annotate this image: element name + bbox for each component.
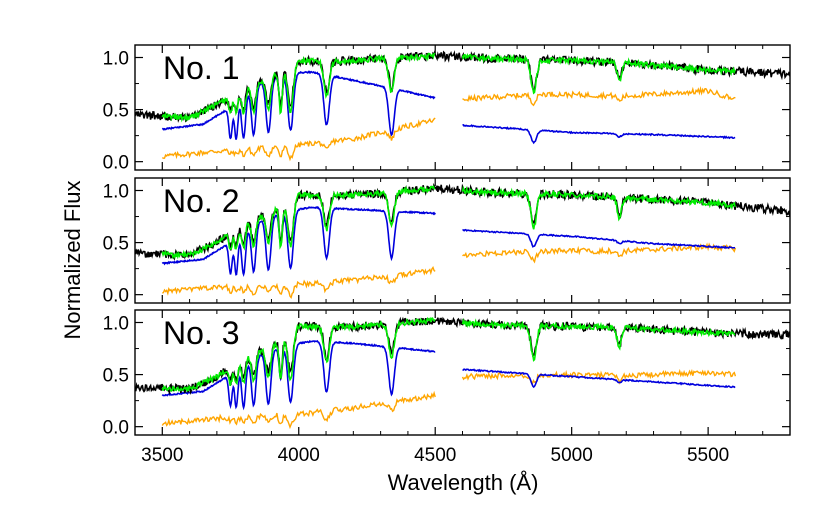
x-tick-label: 5000 — [551, 445, 593, 466]
y-tick-label: 0.5 — [103, 366, 129, 387]
old-population-line — [161, 368, 737, 430]
model-fit-line — [161, 52, 736, 123]
young-population-line — [161, 205, 736, 278]
y-tick-label: 0.0 — [103, 153, 129, 174]
spectrum-panel: 0.0 0.5 1.0 No. 1 — [103, 44, 791, 174]
model-fit-line — [161, 316, 736, 393]
panel-label: No. 2 — [163, 183, 239, 219]
x-tick-label: 3500 — [141, 445, 183, 466]
panel-plot-area — [135, 49, 790, 162]
panel-label: No. 1 — [163, 50, 239, 86]
y-tick-label: 0.5 — [103, 234, 129, 255]
panel-plot-area — [135, 316, 790, 430]
y-tick-label: 0.0 — [103, 286, 129, 307]
y-tick-label: 0.5 — [103, 101, 129, 122]
model-fit-line — [161, 184, 736, 260]
old-population-line — [162, 242, 737, 299]
x-tick-label: 4500 — [414, 445, 456, 466]
y-axis-label: Normalized Flux — [60, 181, 85, 340]
y-tick-label: 1.0 — [103, 49, 129, 70]
x-tick-labels: 3500 4000 4500 5000 5500 — [141, 445, 729, 466]
panel-plot-area — [135, 182, 790, 299]
y-tick-label: 0.0 — [103, 418, 129, 439]
spectrum-panel: 0.0 0.5 1.0 No. 2 — [103, 177, 791, 307]
panel-label: No. 3 — [163, 315, 239, 351]
y-tick-label: 1.0 — [103, 314, 129, 335]
young-population-line — [161, 70, 736, 145]
x-axis-label: Wavelength (Å) — [388, 470, 539, 495]
old-population-line — [161, 86, 736, 162]
young-population-line — [161, 339, 736, 411]
x-tick-label: 5500 — [687, 445, 729, 466]
y-tick-label: 1.0 — [103, 182, 129, 203]
spectrum-panel: 0.0 0.5 1.0 No. 3 — [103, 309, 791, 439]
x-tick-label: 4000 — [278, 445, 320, 466]
panels-layer: 0.0 0.5 1.0 No. 1 0.0 0.5 1.0 No. 2 0.0 0.5 1.0 No.… — [103, 44, 791, 466]
